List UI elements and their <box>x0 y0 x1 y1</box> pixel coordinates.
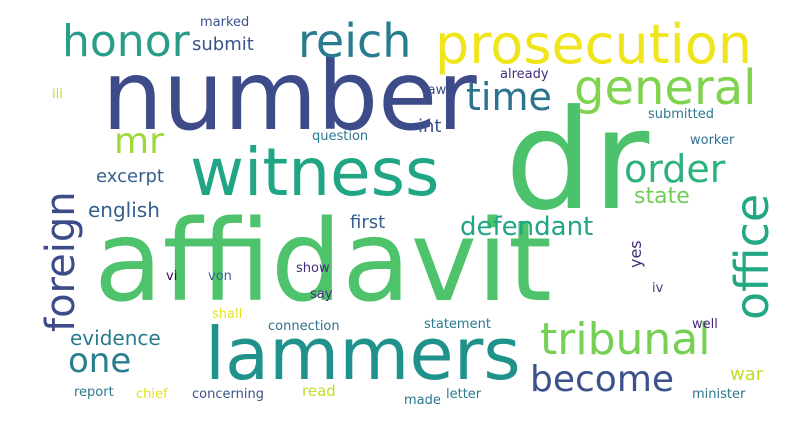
word-office: office <box>725 193 779 320</box>
word-int: int <box>418 116 442 137</box>
word-war: war <box>730 364 764 385</box>
word-question: question <box>312 129 369 144</box>
word-mr: mr <box>114 121 164 162</box>
word-affidavit: affidavit <box>94 197 552 327</box>
word-dr: dr <box>505 80 650 241</box>
word-connection: connection <box>268 319 340 334</box>
word-reich: reich <box>298 14 412 68</box>
word-iv: iv <box>652 281 664 296</box>
word-show: show <box>296 261 330 276</box>
word-lammers: lammers <box>205 312 521 396</box>
word-marked: marked <box>200 15 250 30</box>
word-well: well <box>692 317 718 332</box>
word-minister: minister <box>692 387 746 402</box>
word-english: english <box>88 198 160 222</box>
word-time: time <box>466 75 552 119</box>
word-statement: statement <box>424 317 491 332</box>
word-letter: letter <box>446 387 482 402</box>
word-general: general <box>574 60 757 116</box>
word-iii: iii <box>52 87 63 102</box>
word-say: say <box>310 287 333 302</box>
word-tribunal: tribunal <box>540 314 711 365</box>
word-already: already <box>500 67 549 82</box>
word-submit: submit <box>192 34 254 55</box>
word-chief: chief <box>136 387 168 402</box>
word-prosecution: prosecution <box>435 13 753 76</box>
word-read: read <box>302 382 336 400</box>
word-witness: witness <box>190 134 440 211</box>
word-vi: vi <box>166 269 178 284</box>
word-law: law <box>424 83 447 98</box>
word-shall: shall <box>212 307 243 322</box>
word-worker: worker <box>690 133 735 148</box>
word-submitted: submitted <box>648 107 714 122</box>
word-defendant: defendant <box>460 212 594 242</box>
word-one: one <box>68 341 132 381</box>
word-become: become <box>530 359 675 400</box>
word-first: first <box>350 212 386 233</box>
word-excerpt: excerpt <box>96 166 164 187</box>
word-concerning: concerning <box>192 387 264 402</box>
word-honor: honor <box>62 16 190 67</box>
word-yes: yes <box>626 240 645 268</box>
word-evidence: evidence <box>70 326 161 350</box>
word-foreign: foreign <box>38 191 84 332</box>
word-made: made <box>404 393 441 408</box>
word-report: report <box>74 385 114 400</box>
word-number: number <box>102 40 477 152</box>
word-von: von <box>208 269 232 284</box>
word-state: state <box>634 184 690 209</box>
word-order: order <box>624 147 726 191</box>
